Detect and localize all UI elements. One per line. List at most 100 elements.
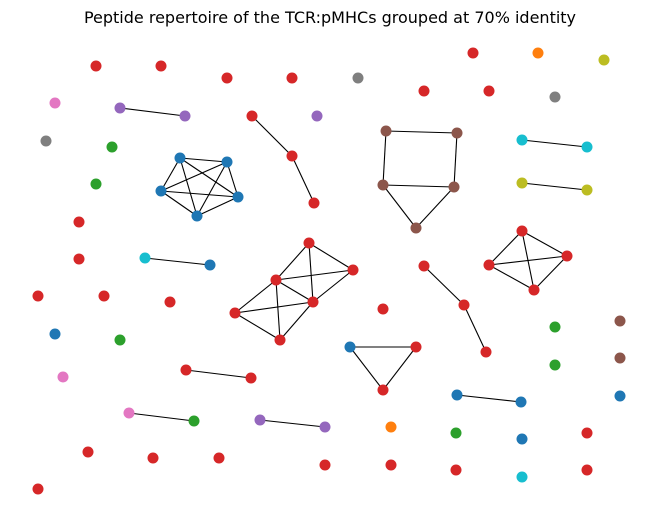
node-n7 bbox=[532, 47, 544, 59]
edge-n39-n46 bbox=[533, 255, 568, 291]
edge-extra1-extra2 bbox=[185, 369, 252, 379]
node-n54 bbox=[549, 321, 561, 333]
edge-n25-n34 bbox=[291, 155, 315, 204]
node-n11 bbox=[549, 91, 561, 103]
edge-n43-n49 bbox=[275, 279, 314, 303]
node-n61 bbox=[480, 346, 492, 358]
node-n74 bbox=[385, 421, 397, 433]
edge-n43-n56 bbox=[275, 279, 281, 341]
edge-n43-n44 bbox=[275, 269, 354, 281]
edge-n70-n71 bbox=[128, 412, 195, 422]
node-n73 bbox=[319, 421, 331, 433]
node-n72 bbox=[254, 414, 266, 426]
node-n32 bbox=[516, 177, 528, 189]
edge-n43-n52 bbox=[234, 279, 277, 314]
edge-n38-n39 bbox=[521, 230, 568, 257]
node-n44 bbox=[347, 264, 359, 276]
node-n67 bbox=[515, 396, 527, 408]
node-n43 bbox=[270, 274, 282, 286]
node-n39 bbox=[561, 250, 573, 262]
node-n19 bbox=[516, 134, 528, 146]
node-n36 bbox=[410, 222, 422, 234]
node-n4 bbox=[286, 72, 298, 84]
node-n46 bbox=[528, 284, 540, 296]
edge-n72-n73 bbox=[259, 419, 326, 428]
node-n6 bbox=[467, 47, 479, 59]
edge-n59-n65 bbox=[349, 346, 384, 391]
node-n58 bbox=[614, 315, 626, 327]
edge-n24-n28 bbox=[226, 161, 239, 198]
node-n82 bbox=[450, 464, 462, 476]
edges-layer bbox=[119, 107, 588, 428]
edge-n18-n31 bbox=[453, 132, 458, 188]
edge-n17-n18 bbox=[385, 130, 458, 134]
edge-n45-n39 bbox=[488, 255, 568, 266]
edge-n17-n30 bbox=[382, 130, 387, 186]
node-n78 bbox=[147, 452, 159, 464]
node-n66 bbox=[451, 389, 463, 401]
node-n17 bbox=[380, 125, 392, 137]
node-n27 bbox=[155, 185, 167, 197]
node-extra1 bbox=[180, 364, 192, 376]
node-n31 bbox=[448, 181, 460, 193]
node-n5 bbox=[352, 72, 364, 84]
node-n55 bbox=[164, 296, 176, 308]
edge-n50-n61 bbox=[463, 304, 487, 353]
edge-n23-n29 bbox=[179, 157, 198, 217]
node-n57 bbox=[114, 334, 126, 346]
edge-n37-n44 bbox=[308, 242, 354, 271]
node-n3 bbox=[221, 72, 233, 84]
edge-n23-n27 bbox=[160, 157, 181, 192]
node-n47 bbox=[73, 253, 85, 265]
node-n63 bbox=[549, 359, 561, 371]
node-n23 bbox=[174, 152, 186, 164]
node-n34 bbox=[308, 197, 320, 209]
node-n45 bbox=[483, 259, 495, 271]
edge-n37-n43 bbox=[275, 242, 310, 281]
node-n28 bbox=[232, 191, 244, 203]
node-n84 bbox=[516, 471, 528, 483]
node-n56 bbox=[274, 334, 286, 346]
node-n71 bbox=[188, 415, 200, 427]
node-n2 bbox=[155, 60, 167, 72]
edge-n45-n46 bbox=[488, 264, 535, 291]
edge-n44-n49 bbox=[312, 269, 354, 303]
edge-n19-n20 bbox=[521, 139, 588, 148]
node-n69 bbox=[57, 371, 69, 383]
edge-n23-n24 bbox=[179, 157, 228, 163]
edge-n49-n56 bbox=[279, 301, 314, 341]
node-n10 bbox=[483, 85, 495, 97]
node-n64 bbox=[614, 352, 626, 364]
node-n38 bbox=[516, 225, 528, 237]
node-n76 bbox=[516, 433, 528, 445]
node-n49 bbox=[307, 296, 319, 308]
node-n30 bbox=[377, 179, 389, 191]
edge-n27-n28 bbox=[160, 190, 239, 198]
node-n13 bbox=[114, 102, 126, 114]
node-n40 bbox=[139, 252, 151, 264]
node-n62 bbox=[377, 303, 389, 315]
edge-n66-n67 bbox=[456, 394, 522, 403]
node-n42 bbox=[418, 260, 430, 272]
node-n35 bbox=[73, 216, 85, 228]
node-n41 bbox=[204, 259, 216, 271]
edge-n28-n29 bbox=[196, 196, 239, 217]
edge-n30-n36 bbox=[382, 184, 417, 229]
node-n18 bbox=[451, 127, 463, 139]
node-n9 bbox=[418, 85, 430, 97]
edge-n60-n65 bbox=[382, 346, 417, 391]
node-n22 bbox=[106, 141, 118, 153]
node-extra2 bbox=[245, 372, 257, 384]
node-n77 bbox=[82, 446, 94, 458]
node-n25 bbox=[286, 150, 298, 162]
node-n14 bbox=[179, 110, 191, 122]
edge-n42-n50 bbox=[423, 265, 465, 306]
node-n85 bbox=[581, 464, 593, 476]
edge-n13-n14 bbox=[119, 107, 186, 117]
node-n24 bbox=[221, 156, 233, 168]
node-n65 bbox=[377, 384, 389, 396]
node-n59 bbox=[344, 341, 356, 353]
edge-n40-n41 bbox=[144, 257, 211, 266]
node-n86 bbox=[32, 483, 44, 495]
node-n51 bbox=[98, 290, 110, 302]
